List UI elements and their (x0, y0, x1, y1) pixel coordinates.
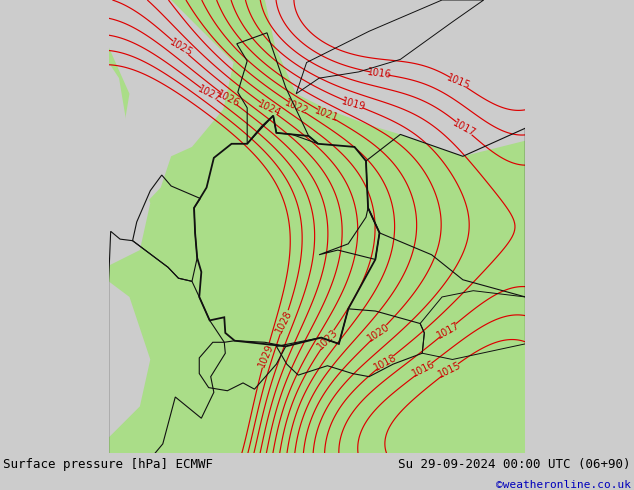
Text: Surface pressure [hPa] ECMWF: Surface pressure [hPa] ECMWF (3, 458, 213, 471)
Text: 1027: 1027 (196, 84, 223, 104)
Text: 1015: 1015 (437, 360, 463, 380)
Polygon shape (265, 0, 526, 156)
Text: 1019: 1019 (341, 96, 367, 112)
Text: 1020: 1020 (366, 321, 392, 343)
Polygon shape (442, 0, 526, 63)
Text: 1029: 1029 (256, 342, 275, 368)
Text: 1024: 1024 (256, 98, 282, 119)
Text: 1021: 1021 (313, 105, 339, 123)
Text: 1016: 1016 (410, 359, 437, 379)
Text: 1028: 1028 (275, 309, 294, 335)
Polygon shape (108, 0, 150, 266)
Text: Su 29-09-2024 00:00 UTC (06+90): Su 29-09-2024 00:00 UTC (06+90) (398, 458, 631, 471)
Text: 1017: 1017 (451, 118, 477, 139)
Text: 1026: 1026 (216, 89, 242, 109)
Polygon shape (108, 281, 150, 438)
Polygon shape (108, 0, 234, 241)
Text: 1015: 1015 (445, 73, 472, 92)
Text: 1022: 1022 (283, 98, 310, 117)
Text: 1016: 1016 (366, 67, 392, 80)
Text: 1017: 1017 (435, 320, 462, 341)
Polygon shape (108, 0, 526, 453)
Text: 1018: 1018 (372, 352, 399, 372)
Text: 1025: 1025 (167, 37, 194, 58)
Text: ©weatheronline.co.uk: ©weatheronline.co.uk (496, 480, 631, 490)
Text: 1023: 1023 (315, 327, 340, 352)
